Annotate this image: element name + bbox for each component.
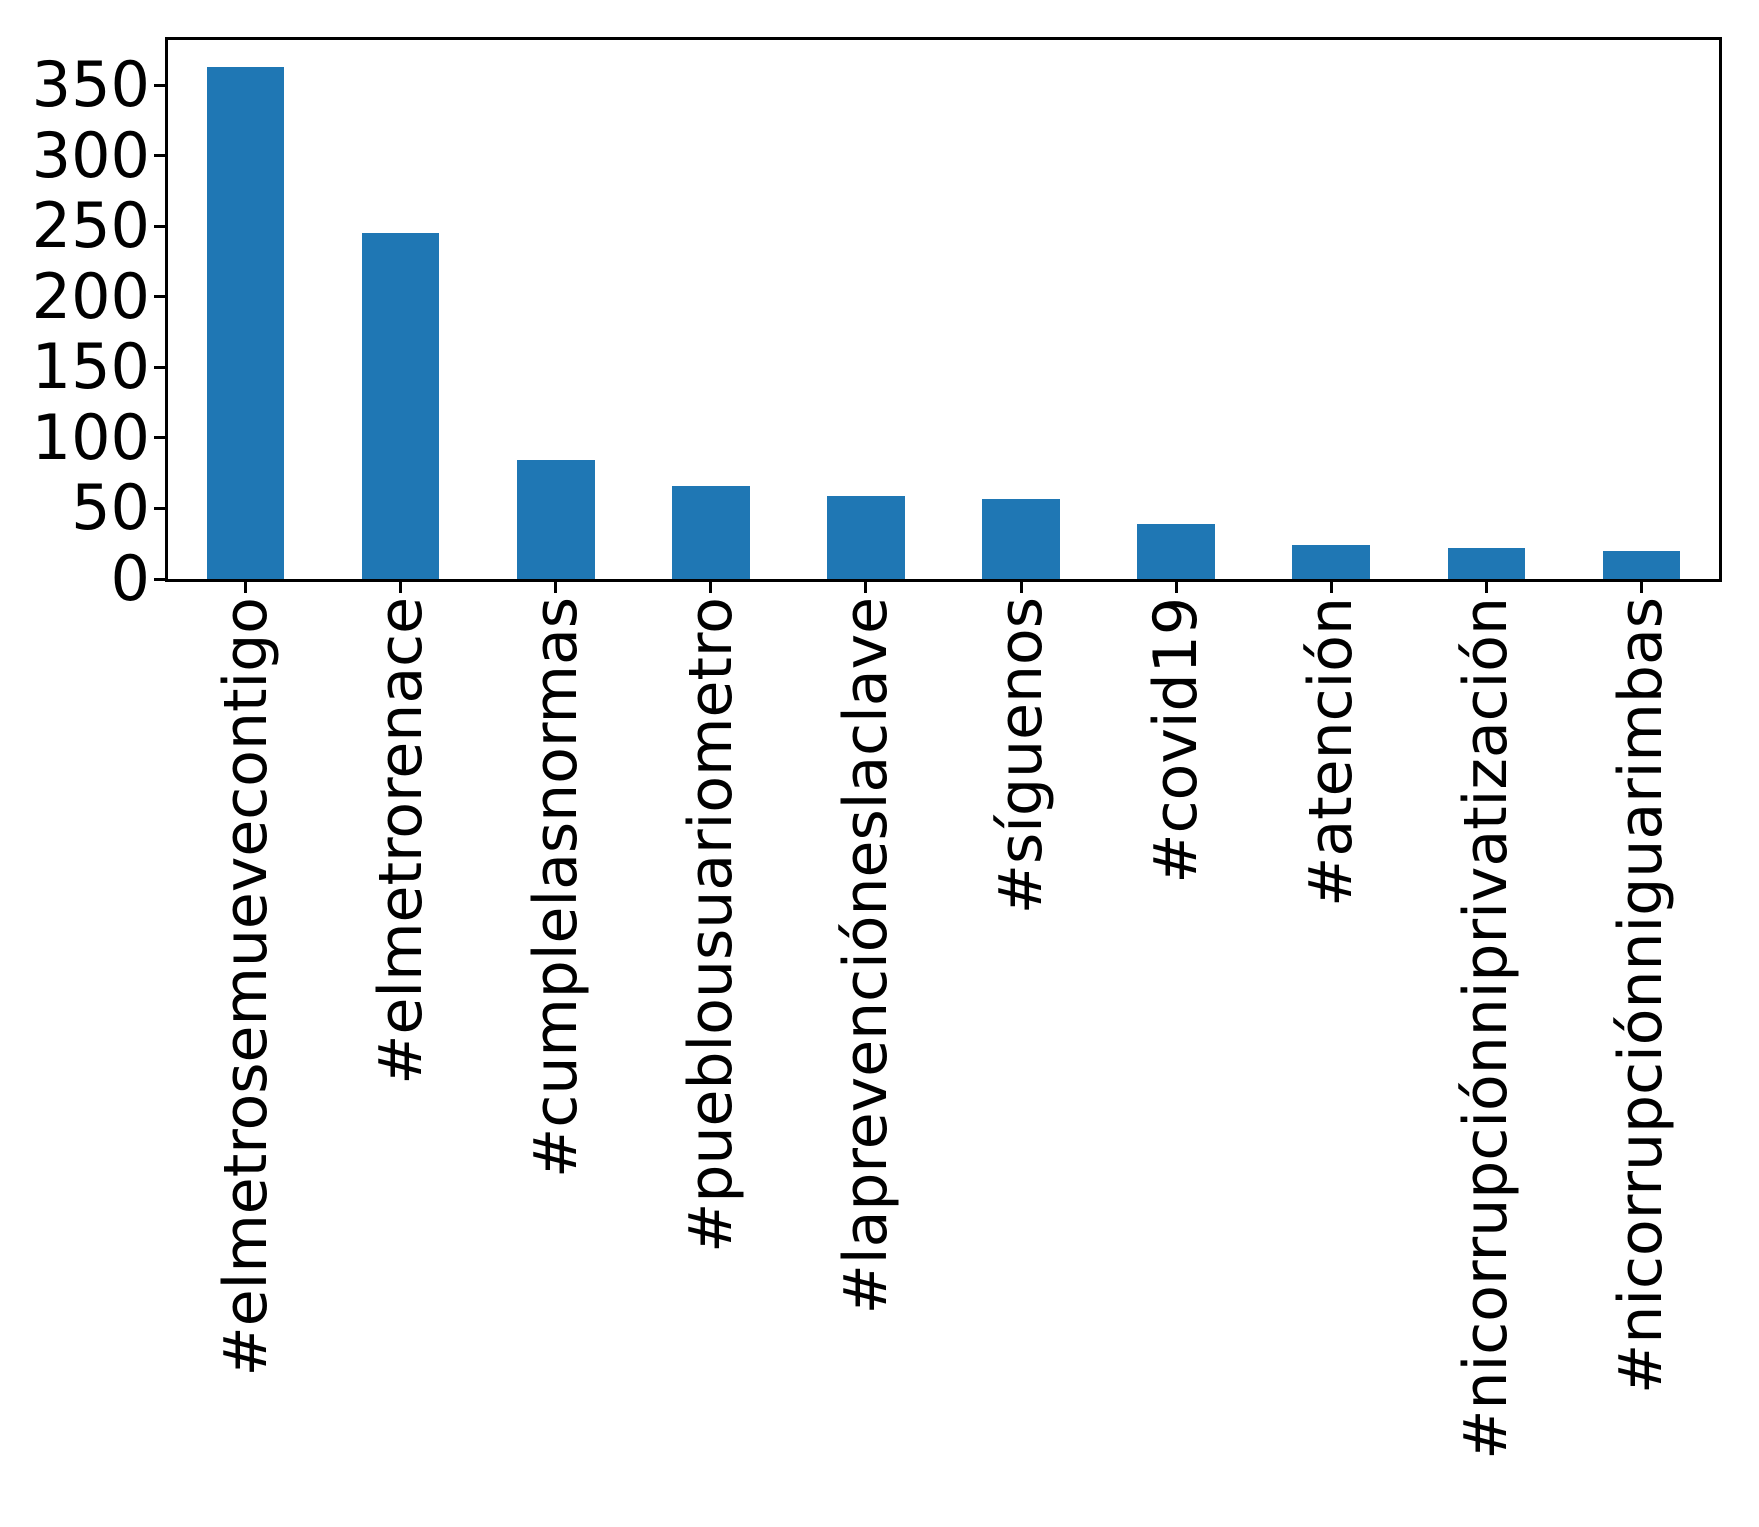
y-tick-mark	[154, 506, 165, 510]
x-tick-label-hashtag: #síguenos	[986, 597, 1057, 915]
x-tick-mark	[1174, 582, 1178, 593]
y-tick-mark	[154, 83, 165, 87]
y-tick-label: 150	[31, 330, 150, 404]
x-tick-mark	[399, 582, 403, 593]
bar-síguenos	[982, 498, 1060, 579]
bar-laprevencióneslaclave	[827, 495, 905, 579]
y-tick-mark	[154, 365, 165, 369]
y-tick-label: 350	[31, 48, 150, 122]
bar-pueblousuariometro	[672, 485, 750, 579]
x-tick-mark	[1329, 582, 1333, 593]
x-tick-mark	[709, 582, 713, 593]
y-tick-mark	[154, 577, 165, 581]
bar-elmetrosemuevecontigo	[206, 66, 285, 579]
bar-elmetrorenace	[361, 233, 440, 579]
x-tick-label-hashtag: #elmetrorenace	[365, 597, 436, 1085]
bar-nicorrupciónniguarimbas	[1602, 550, 1681, 579]
bar-cumplelasnormas	[516, 460, 595, 579]
x-tick-mark	[244, 582, 248, 593]
plot-area	[165, 37, 1722, 582]
x-tick-label-hashtag: #elmetrosemuevecontigo	[210, 597, 281, 1377]
y-tick-label: 200	[31, 259, 150, 333]
y-tick-label: 250	[31, 189, 150, 263]
x-tick-label-hashtag: #covid19	[1141, 597, 1212, 884]
x-tick-mark	[554, 582, 558, 593]
y-tick-mark	[154, 436, 165, 440]
x-tick-mark	[1484, 582, 1488, 593]
x-tick-label-hashtag: #nicorrupciónniguarimbas	[1606, 597, 1677, 1394]
bar-covid19	[1137, 523, 1215, 579]
y-tick-mark	[154, 224, 165, 228]
x-tick-mark	[1639, 582, 1643, 593]
bar-nicorrupciónniprivatización	[1447, 547, 1526, 579]
x-tick-label-hashtag: #atención	[1296, 597, 1367, 907]
y-tick-label: 50	[71, 471, 150, 545]
y-tick-label: 0	[110, 542, 150, 615]
x-tick-mark	[1019, 582, 1023, 593]
x-tick-mark	[864, 582, 868, 593]
y-tick-label: 300	[31, 118, 150, 192]
x-tick-label-hashtag: #nicorrupciónniprivatización	[1451, 597, 1522, 1460]
bar-atención	[1292, 545, 1371, 579]
y-tick-mark	[154, 154, 165, 158]
y-tick-label: 100	[31, 400, 150, 474]
x-tick-label-hashtag: #cumplelasnormas	[520, 597, 591, 1178]
y-tick-mark	[154, 295, 165, 299]
x-tick-label-hashtag: #pueblousuariometro	[675, 597, 746, 1253]
x-tick-label-hashtag: #laprevencióneslaclave	[830, 597, 901, 1315]
